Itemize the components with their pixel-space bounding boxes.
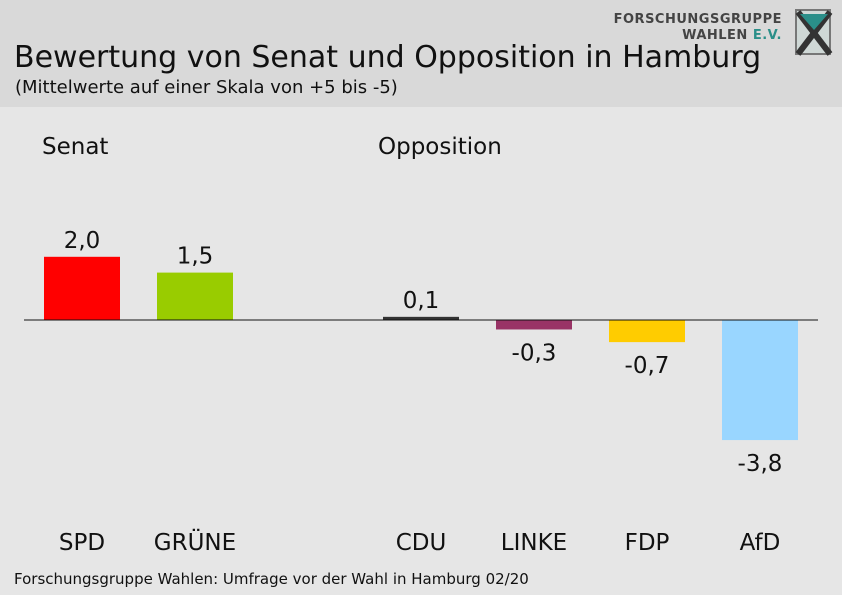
logo-line-1: FORSCHUNGSGRUPPE bbox=[613, 12, 782, 27]
fgw-logo-icon bbox=[795, 9, 833, 56]
category-label-cdu: CDU bbox=[396, 530, 447, 556]
header-band bbox=[0, 0, 842, 107]
bar-afd bbox=[722, 320, 798, 441]
category-label-linke: LINKE bbox=[501, 530, 567, 556]
logo-line-2: WAHLEN E.V. bbox=[682, 28, 782, 43]
category-label-spd: SPD bbox=[59, 530, 105, 556]
value-label-linke: -0,3 bbox=[512, 340, 557, 366]
chart-title: Bewertung von Senat und Opposition in Ha… bbox=[14, 40, 762, 75]
category-label-grüne: GRÜNE bbox=[154, 528, 236, 556]
category-label-fdp: FDP bbox=[625, 530, 670, 556]
chart-subtitle: (Mittelwerte auf einer Skala von +5 bis … bbox=[15, 77, 398, 98]
bar-fdp bbox=[609, 320, 685, 343]
group-label-opposition: Opposition bbox=[378, 134, 502, 160]
value-label-spd: 2,0 bbox=[64, 228, 101, 254]
bar-spd bbox=[44, 256, 120, 320]
bar-linke bbox=[496, 320, 572, 330]
group-label-senat: Senat bbox=[42, 134, 108, 160]
bar-grüne bbox=[157, 272, 233, 320]
bar-cdu bbox=[383, 316, 459, 320]
value-label-fdp: -0,7 bbox=[625, 353, 670, 379]
value-label-grüne: 1,5 bbox=[177, 244, 214, 270]
value-label-cdu: 0,1 bbox=[403, 288, 440, 314]
source-note: Forschungsgruppe Wahlen: Umfrage vor der… bbox=[14, 570, 529, 588]
value-label-afd: -3,8 bbox=[738, 451, 783, 477]
category-label-afd: AfD bbox=[740, 530, 781, 556]
